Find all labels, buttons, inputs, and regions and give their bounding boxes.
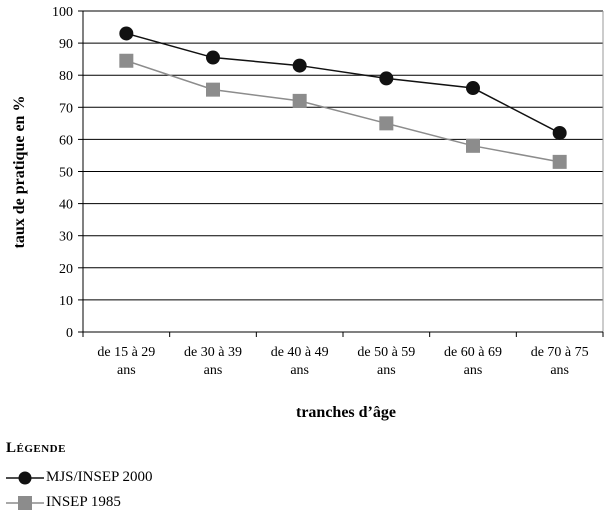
- y-tick-label: 60: [59, 133, 73, 148]
- y-tick-label: 20: [59, 262, 73, 277]
- series-0-point: [119, 26, 134, 41]
- series-1-point: [206, 82, 220, 97]
- x-tick-label-line: de 50 à 59: [357, 345, 415, 360]
- x-tick-label-line: ans: [204, 363, 223, 378]
- x-tick-label: de 60 à 69 ans: [444, 345, 502, 378]
- x-tick-label-line: de 30 à 39: [184, 345, 242, 360]
- series-0-point: [206, 50, 220, 65]
- series-line-1: [126, 60, 560, 163]
- y-axis-title: taux de pratique en %: [11, 96, 28, 249]
- x-tick-label: de 30 à 39 ans: [184, 345, 242, 378]
- legend-title: Légende: [6, 440, 66, 456]
- y-tick-label: 80: [59, 69, 73, 84]
- x-tick-label-line: ans: [464, 363, 483, 378]
- y-tick-label: 100: [52, 5, 73, 20]
- y-tick-label: 90: [59, 37, 73, 52]
- x-tick-label: de 40 à 49 ans: [271, 345, 329, 378]
- x-tick-label-line: de 70 à 75: [531, 345, 589, 360]
- series-0-point: [552, 125, 567, 140]
- series-0-point: [466, 81, 480, 96]
- x-tick-label: de 70 à 75 ans: [531, 345, 589, 378]
- x-tick-label-line: de 15 à 29: [97, 345, 155, 360]
- x-tick-label: de 50 à 59 ans: [357, 345, 415, 378]
- axes: [78, 10, 604, 337]
- y-tick-label: 70: [59, 101, 73, 116]
- y-tick-label: 50: [59, 166, 73, 181]
- x-tick-label-line: ans: [117, 363, 136, 378]
- x-tick-label-line: ans: [290, 363, 309, 378]
- series-1-point: [552, 154, 567, 169]
- x-tick-label-line: ans: [550, 363, 569, 378]
- x-tick-label-line: de 60 à 69: [444, 345, 502, 360]
- y-tick-label: 0: [66, 326, 73, 341]
- y-tick-label: 30: [59, 230, 73, 245]
- x-tick-label-line: ans: [377, 363, 396, 378]
- legend-label-1: INSEP 1985: [46, 494, 121, 510]
- legend-item-0: MJS/INSEP 2000: [6, 465, 153, 490]
- series-line-0: [126, 32, 561, 134]
- legend: Légende MJS/INSEP 2000 INSEP 1985: [6, 440, 153, 515]
- legend-label-0: MJS/INSEP 2000: [46, 469, 153, 485]
- series-group: [119, 26, 567, 169]
- x-axis-title: tranches d’âge: [296, 404, 396, 421]
- y-tick-label: 40: [59, 198, 73, 213]
- y-tick-labels: 0 10 20 30 40 50 60 70 80 90 100: [52, 5, 73, 341]
- series-0-point: [292, 58, 307, 73]
- series-1-point: [379, 116, 394, 131]
- series-1-point: [292, 93, 307, 108]
- legend-circle-marker-icon: [6, 471, 44, 484]
- gridlines: [83, 10, 603, 301]
- series-0-point: [379, 71, 394, 86]
- x-tick-label: de 15 à 29 ans: [97, 345, 155, 378]
- legend-square-marker-icon: [6, 495, 44, 510]
- series-1-point: [466, 138, 480, 153]
- series-1-point: [119, 53, 134, 68]
- legend-item-1: INSEP 1985: [6, 490, 153, 515]
- x-tick-label-line: de 40 à 49: [271, 345, 329, 360]
- y-tick-label: 10: [59, 294, 73, 309]
